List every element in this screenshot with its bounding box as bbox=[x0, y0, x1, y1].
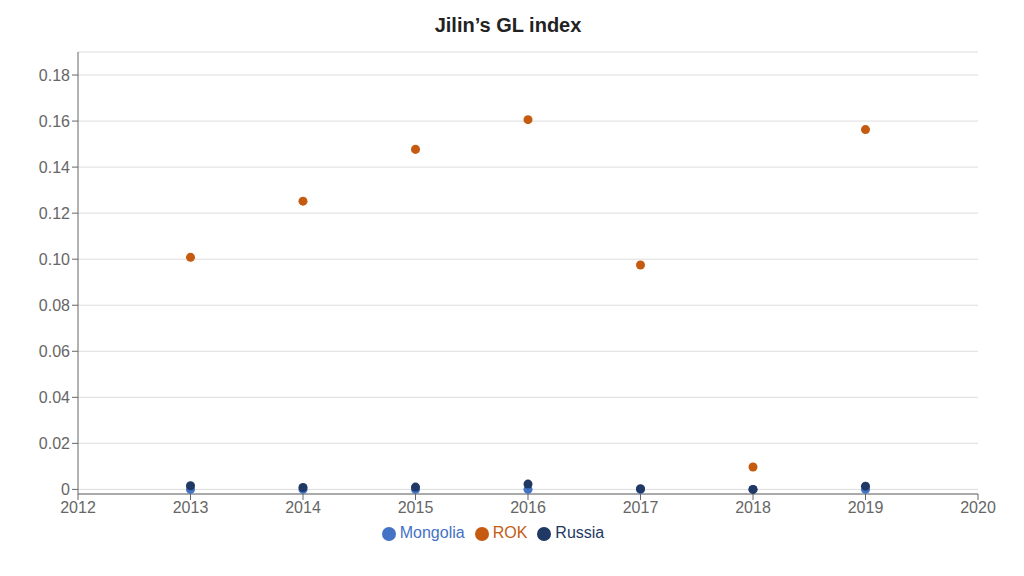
svg-text:0.10: 0.10 bbox=[39, 251, 70, 268]
svg-text:2015: 2015 bbox=[398, 499, 434, 516]
svg-text:0.16: 0.16 bbox=[39, 113, 70, 130]
html-text:Mongolia: Mongolia bbox=[399, 524, 465, 541]
svg-text:0.14: 0.14 bbox=[39, 159, 70, 176]
svg-text:2018: 2018 bbox=[735, 499, 771, 516]
svg-text:0.08: 0.08 bbox=[39, 297, 70, 314]
svg-text:2012: 2012 bbox=[60, 499, 96, 516]
svg-text:0.02: 0.02 bbox=[39, 435, 70, 452]
svg-text:0.06: 0.06 bbox=[39, 343, 70, 360]
html-text:Jilin’s GL index: Jilin’s GL index bbox=[434, 14, 582, 36]
html-text:Russia: Russia bbox=[555, 524, 605, 541]
svg-text:2020: 2020 bbox=[960, 499, 996, 516]
svg-text:2013: 2013 bbox=[173, 499, 209, 516]
svg-text:2016: 2016 bbox=[510, 499, 546, 516]
html-text:ROK: ROK bbox=[492, 524, 528, 541]
svg-text:0.18: 0.18 bbox=[39, 67, 70, 84]
svg-text:2017: 2017 bbox=[623, 499, 659, 516]
svg-text:2019: 2019 bbox=[848, 499, 884, 516]
svg-text:2014: 2014 bbox=[285, 499, 321, 516]
svg-text:0: 0 bbox=[61, 481, 70, 498]
svg-text:0.12: 0.12 bbox=[39, 205, 70, 222]
svg-text:0.04: 0.04 bbox=[39, 389, 70, 406]
